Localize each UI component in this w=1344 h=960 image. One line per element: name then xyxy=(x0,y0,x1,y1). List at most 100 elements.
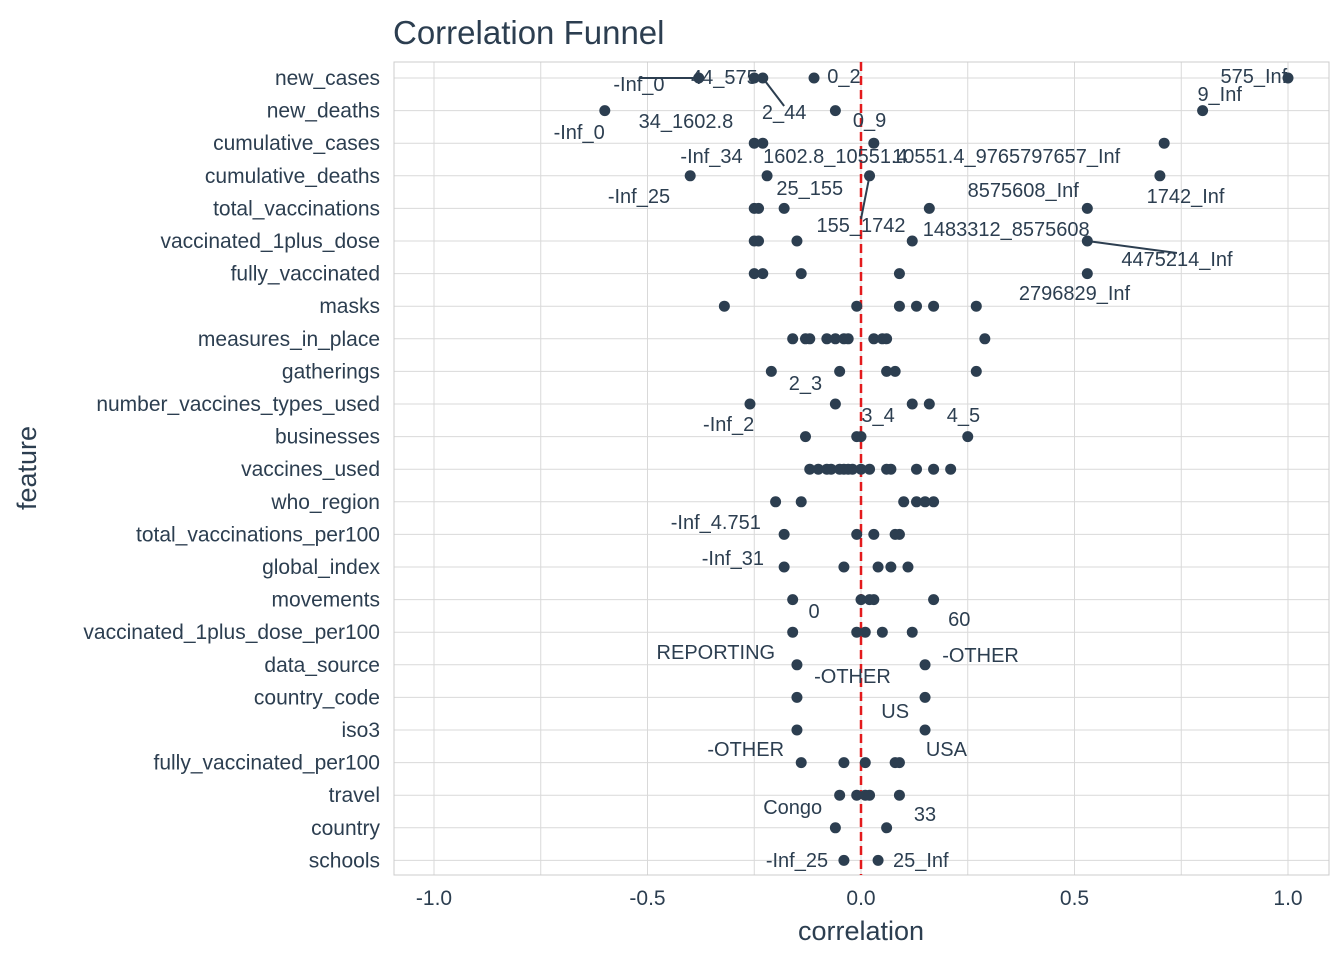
point-annotation: REPORTING xyxy=(657,642,776,664)
point-annotation: 34_1602.8 xyxy=(639,111,734,133)
point-annotation: 9_Inf xyxy=(1197,84,1242,106)
point-annotation: -Inf_34 xyxy=(680,146,742,168)
point-annotation: -Inf_0 xyxy=(613,74,664,96)
point-annotation: 1602.8_10551.4 xyxy=(763,146,908,168)
data-point xyxy=(761,170,773,182)
point-annotation: -OTHER xyxy=(707,739,784,761)
data-point xyxy=(911,463,923,475)
data-points xyxy=(599,72,1294,866)
point-annotation: 1483312_8575608 xyxy=(923,219,1090,241)
data-point xyxy=(868,333,880,345)
data-point xyxy=(808,72,820,84)
point-annotation: 4_5 xyxy=(947,405,980,427)
point-annotation: -OTHER xyxy=(942,645,1019,667)
point-annotation: 0 xyxy=(808,601,819,623)
data-point xyxy=(804,463,816,475)
data-point xyxy=(919,496,931,508)
data-point xyxy=(872,561,884,573)
y-tick-label: vaccines_used xyxy=(241,458,380,481)
data-point xyxy=(906,235,918,247)
data-point xyxy=(970,300,982,312)
data-point xyxy=(893,789,905,801)
data-point xyxy=(928,300,940,312)
annotation-leader xyxy=(860,175,871,220)
data-point xyxy=(919,659,931,671)
data-point xyxy=(868,528,880,540)
data-point xyxy=(829,333,841,345)
point-annotation: 3_4 xyxy=(861,405,894,427)
data-point xyxy=(834,789,846,801)
data-point xyxy=(834,365,846,377)
data-point xyxy=(881,365,893,377)
y-tick-label: new_deaths xyxy=(267,100,380,123)
data-point xyxy=(787,626,799,638)
data-point xyxy=(829,822,841,834)
data-point xyxy=(825,463,837,475)
point-annotation: US xyxy=(881,701,909,723)
data-point xyxy=(757,72,769,84)
data-point xyxy=(923,398,935,410)
data-point xyxy=(1282,72,1294,84)
data-point xyxy=(599,105,611,117)
data-point xyxy=(838,854,850,866)
point-annotation: -Inf_2 xyxy=(703,414,754,436)
data-point xyxy=(795,496,807,508)
data-point xyxy=(829,105,841,117)
data-point xyxy=(846,463,858,475)
data-point xyxy=(1158,137,1170,149)
point-annotation: 4475214_Inf xyxy=(1121,249,1233,271)
data-point xyxy=(864,789,876,801)
data-point xyxy=(838,757,850,769)
point-annotation: -Inf_4.751 xyxy=(671,512,761,534)
data-point xyxy=(787,594,799,606)
data-point xyxy=(864,463,876,475)
point-annotation: 33 xyxy=(914,804,936,826)
data-point xyxy=(684,170,696,182)
y-tick-label: number_vaccines_types_used xyxy=(96,393,380,416)
point-annotation: 0_2 xyxy=(827,66,860,88)
data-point xyxy=(902,561,914,573)
data-point xyxy=(791,235,803,247)
data-point xyxy=(893,757,905,769)
point-annotation: 575_Inf xyxy=(1220,66,1287,88)
data-point xyxy=(693,72,705,84)
data-point xyxy=(906,626,918,638)
data-point xyxy=(872,854,884,866)
data-point xyxy=(885,561,897,573)
data-point xyxy=(864,170,876,182)
data-point xyxy=(795,757,807,769)
data-point xyxy=(906,398,918,410)
x-axis-tick-labels: -1.0 -0.5 0.0 0.5 1.0 xyxy=(416,887,1303,910)
x-tick-label: 0.5 xyxy=(1060,887,1089,910)
y-tick-label: total_vaccinations_per100 xyxy=(136,523,380,546)
data-point xyxy=(893,268,905,280)
data-point xyxy=(770,496,782,508)
point-annotation: 10551.4_9765797657_Inf xyxy=(892,146,1120,168)
point-annotation: -Inf_25 xyxy=(766,850,828,872)
y-tick-label: fully_vaccinated_per100 xyxy=(154,752,381,775)
y-axis-label: feature xyxy=(12,426,42,510)
y-axis-tick-labels: new_cases new_deaths cumulative_casescumul… xyxy=(83,67,380,872)
y-tick-label: who_region xyxy=(270,491,380,514)
data-point xyxy=(1081,235,1093,247)
data-point xyxy=(791,659,803,671)
annotation-leaders xyxy=(638,77,1178,254)
data-point xyxy=(778,202,790,214)
data-point xyxy=(804,333,816,345)
y-tick-label: global_index xyxy=(262,556,380,579)
data-point xyxy=(889,365,901,377)
point-annotation: 155_1742 xyxy=(817,215,906,237)
data-point xyxy=(851,300,863,312)
data-point xyxy=(970,365,982,377)
data-point xyxy=(1081,202,1093,214)
y-tick-label: schools xyxy=(309,849,380,872)
data-point xyxy=(829,398,841,410)
point-annotation: 44_575 xyxy=(691,67,758,89)
data-point xyxy=(928,594,940,606)
point-annotation: -Inf_25 xyxy=(608,186,670,208)
point-annotation: 2_44 xyxy=(762,102,807,124)
data-point xyxy=(765,365,777,377)
data-point xyxy=(795,268,807,280)
